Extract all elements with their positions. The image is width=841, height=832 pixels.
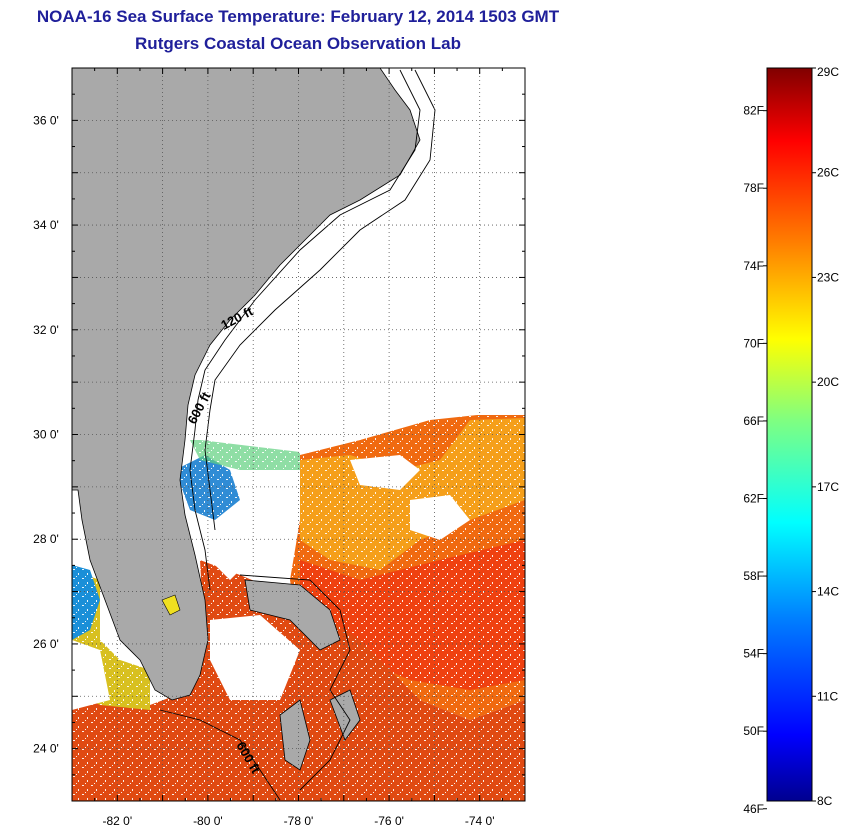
colorbar-fahrenheit-labels: 82F 78F 74F 70F 66F 62F 58F 54F 50F 46F: [743, 104, 767, 816]
bahamas-andros: [279, 699, 311, 771]
contour-600ft: [204, 69, 436, 531]
colorbar-fahrenheit-label: 54F: [743, 647, 764, 661]
colorbar-fahrenheit-label: 66F: [743, 414, 764, 428]
longitude-tick-label: -80 0': [193, 814, 223, 828]
us-mainland: [72, 68, 421, 701]
cloud-patch-3: [210, 515, 250, 580]
map-plot-area: 120 ft 600 ft 600 ft: [72, 68, 525, 801]
latitude-tick-label: 32 0': [33, 323, 59, 337]
contour-straits-600: [159, 709, 281, 801]
colorbar-fahrenheit-label: 46F: [743, 802, 764, 816]
latitude-tick-label: 24 0': [33, 742, 59, 756]
colorbar-fahrenheit-label: 62F: [743, 491, 764, 505]
latitude-tick-label: 26 0': [33, 637, 59, 651]
cloud-patch-5: [72, 640, 110, 710]
cloud-patch-4: [210, 615, 300, 700]
longitude-labels: -82 0' -80 0' -78 0' -76 0' -74 0': [102, 814, 494, 828]
latitude-tick-label: 30 0': [33, 428, 59, 442]
colorbar-celsius-label: 29C: [817, 65, 839, 79]
colorbar-celsius-label: 11C: [817, 689, 838, 703]
longitude-tick-label: -76 0': [374, 814, 404, 828]
axis-ticks: [71, 67, 526, 802]
colorbar-fahrenheit-label: 58F: [743, 569, 764, 583]
colorbar-celsius-labels: 29C 26C 23C 20C 17C 14C 11C 8C: [812, 65, 839, 808]
longitude-tick-label: -82 0': [102, 814, 132, 828]
latitude-tick-label: 34 0': [33, 218, 59, 232]
colorbar-fahrenheit-label: 50F: [743, 724, 764, 738]
longitude-tick-label: -74 0': [465, 814, 495, 828]
colorbar-celsius-label: 14C: [817, 585, 839, 599]
contour-120ft: [189, 69, 421, 591]
latitude-labels: 36 0' 34 0' 32 0' 30 0' 28 0' 26 0' 24 0': [33, 113, 59, 755]
colorbar-fahrenheit-label: 70F: [743, 336, 764, 350]
map-subtitle: Rutgers Coastal Ocean Observation Lab: [135, 34, 461, 53]
land-layer: [72, 68, 421, 771]
bahamas-eleuthera: [329, 689, 361, 741]
colorbar-ramp: [766, 67, 813, 802]
bahamas-grand: [244, 579, 341, 651]
contour-bahamas: [239, 574, 351, 791]
map-title: NOAA-16 Sea Surface Temperature: Februar…: [36, 7, 560, 26]
colorbar-fahrenheit-label: 78F: [743, 181, 764, 195]
cloud-patch-2: [410, 495, 470, 540]
bathymetry-contours: [159, 69, 436, 801]
colorbar-celsius-label: 26C: [817, 166, 839, 180]
temperature-colorbar: 82F 78F 74F 70F 66F 62F 58F 54F 50F 46F 29C 26C 23C…: [743, 65, 839, 816]
colorbar-celsius-label: 8C: [817, 794, 833, 808]
lake-okeechobee: [161, 594, 181, 616]
cloud-patch-1: [350, 455, 420, 490]
latitude-tick-label: 28 0': [33, 532, 59, 546]
colorbar-celsius-label: 23C: [817, 270, 839, 284]
longitude-tick-label: -78 0': [284, 814, 314, 828]
latitude-tick-label: 36 0': [33, 113, 59, 127]
colorbar-fahrenheit-label: 82F: [743, 104, 764, 118]
colorbar-fahrenheit-label: 74F: [743, 259, 764, 273]
colorbar-celsius-label: 17C: [817, 480, 839, 494]
colorbar-celsius-label: 20C: [817, 375, 839, 389]
